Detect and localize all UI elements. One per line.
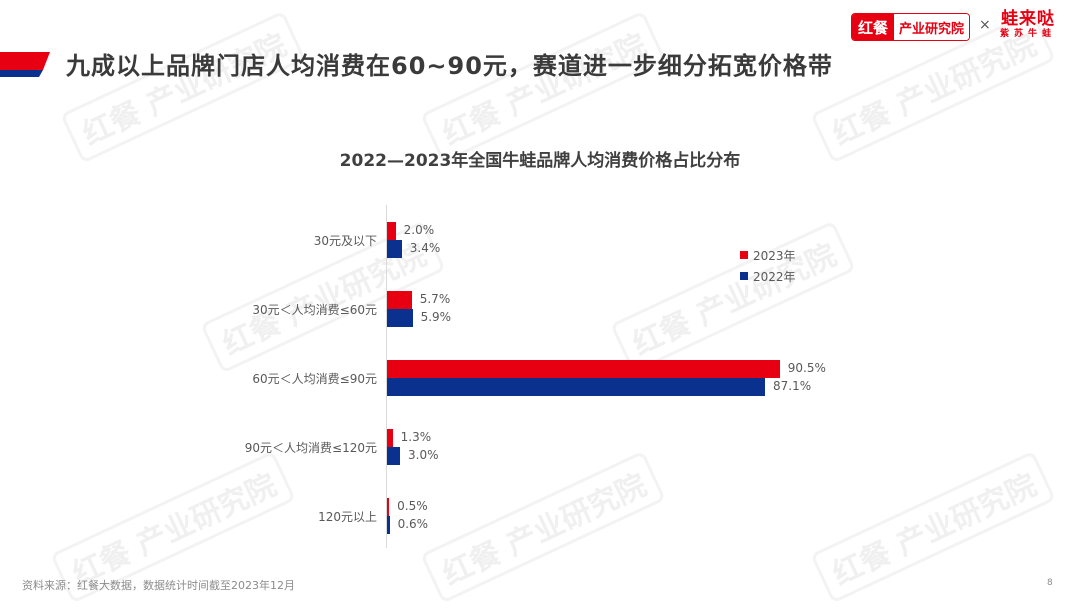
- legend-swatch-icon: [740, 272, 748, 280]
- data-label: 0.6%: [397, 517, 429, 531]
- chart-title: 2022—2023年全国牛蛙品牌人均消费价格占比分布: [339, 151, 741, 171]
- watermark: 红餐 产业研究院: [610, 220, 857, 374]
- legend-label: 2022年: [753, 269, 796, 284]
- page-title: 九成以上品牌门店人均消费在60~90元，赛道进一步细分拓宽价格带: [66, 52, 833, 80]
- watermark: 红餐 产业研究院: [60, 10, 307, 164]
- data-label: 1.3%: [400, 430, 432, 444]
- bar-2022: [387, 309, 413, 327]
- logo-white-text: 产业研究院: [894, 14, 970, 40]
- brand-logo: 蛙来哒 紫苏牛蛙: [1000, 10, 1056, 40]
- legend-label: 2023年: [753, 248, 796, 263]
- y-axis-line: [386, 205, 387, 548]
- bar-2023: [387, 360, 780, 378]
- brand-sub: 紫苏牛蛙: [1000, 29, 1057, 39]
- category-label: 90元＜人均消费≤120元: [244, 441, 377, 455]
- data-label: 87.1%: [773, 379, 812, 393]
- data-label: 2.0%: [403, 223, 435, 237]
- category-label: 120元以上: [318, 510, 377, 524]
- data-label: 5.9%: [420, 310, 452, 324]
- source-note: 资料来源：红餐大数据，数据统计时间截至2023年12月: [22, 579, 295, 592]
- data-label: 90.5%: [787, 361, 826, 375]
- bar-2023: [387, 291, 412, 309]
- brand-name: 蛙来哒: [1001, 9, 1055, 29]
- watermark: 红餐 产业研究院: [420, 10, 667, 164]
- bar-2022: [387, 240, 402, 258]
- category-label: 30元及以下: [313, 234, 377, 248]
- hongcan-logo: 红餐 产业研究院: [851, 13, 971, 41]
- data-label: 3.4%: [409, 241, 441, 255]
- watermark: 红餐 产业研究院: [810, 450, 1057, 604]
- bar-2022: [387, 378, 765, 396]
- legend-swatch-icon: [740, 251, 748, 259]
- page-number: 8: [1047, 578, 1053, 588]
- legend: 2023年 2022年: [740, 248, 796, 290]
- bar-2023: [387, 429, 393, 447]
- bar-2022: [387, 516, 390, 534]
- title-flag-icon: [0, 52, 50, 77]
- logo-separator: ×: [979, 17, 991, 33]
- bar-2023: [387, 498, 390, 516]
- watermark: 红餐 产业研究院: [420, 450, 667, 604]
- logo-red-text: 红餐: [852, 14, 895, 40]
- data-label: 0.5%: [397, 499, 428, 513]
- category-label: 60元＜人均消费≤90元: [252, 372, 377, 386]
- category-label: 30元＜人均消费≤60元: [252, 303, 377, 317]
- data-label: 5.7%: [419, 292, 451, 306]
- legend-item-2022: 2022年: [740, 269, 796, 284]
- bar-2022: [387, 447, 401, 465]
- legend-item-2023: 2023年: [740, 248, 796, 263]
- data-label: 3.0%: [408, 448, 439, 462]
- bar-2023: [387, 222, 396, 240]
